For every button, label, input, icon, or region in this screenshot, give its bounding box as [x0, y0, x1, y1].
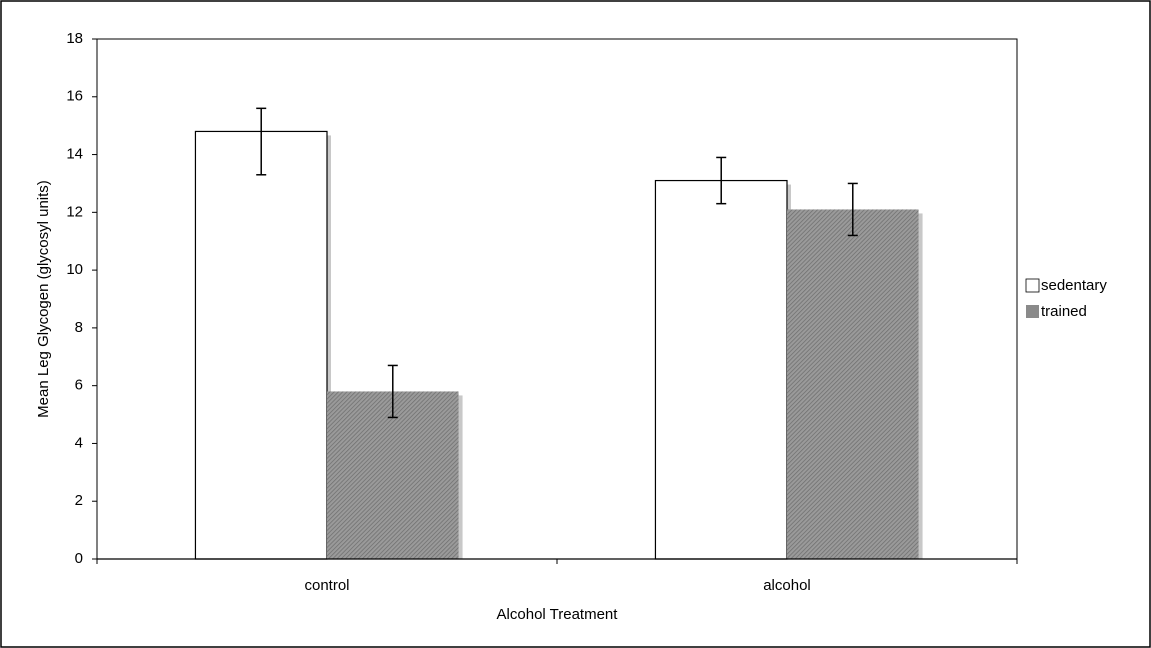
legend-swatch	[1025, 278, 1040, 293]
y-tick-label: 18	[66, 30, 83, 47]
y-tick-label: 16	[66, 88, 83, 105]
y-tick-label: 0	[75, 550, 83, 567]
y-tick-label: 4	[75, 434, 83, 451]
bar	[654, 179, 788, 560]
y-tick-label: 14	[66, 146, 83, 163]
y-tick-label: 2	[75, 492, 83, 509]
x-tick-label: control	[304, 577, 349, 594]
x-tick-label: alcohol	[763, 577, 811, 594]
bar	[327, 391, 459, 559]
y-axis-label: Mean Leg Glycogen (glycosyl units)	[35, 180, 52, 418]
legend-swatch	[1026, 305, 1039, 318]
y-tick-label: 12	[66, 203, 83, 220]
y-tick-label: 10	[66, 261, 83, 278]
bar	[787, 209, 919, 559]
legend-label: trained	[1041, 303, 1087, 320]
x-axis-label: Alcohol Treatment	[497, 606, 619, 623]
y-tick-label: 6	[75, 377, 83, 394]
y-tick-label: 8	[75, 319, 83, 336]
bar	[194, 130, 328, 560]
legend-label: sedentary	[1041, 277, 1107, 294]
